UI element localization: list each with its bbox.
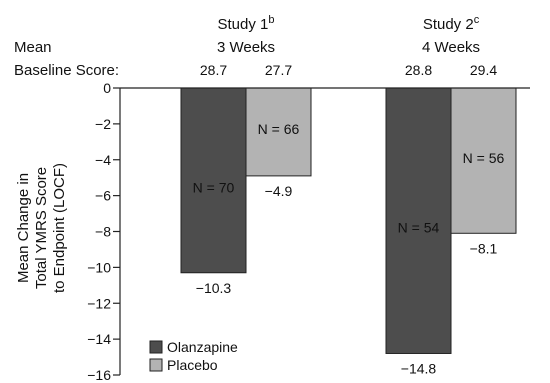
baseline-score-label: Mean Baseline Score: — [14, 39, 119, 79]
group-headers: Study 1b 3 Weeks Study 2c 4 Weeks — [217, 14, 480, 56]
group-title: Study 1b — [218, 14, 275, 33]
y-tick-label: −6 — [95, 188, 111, 204]
baseline-value: 28.7 — [200, 62, 227, 78]
y-axis-label: Mean Change in Total YMRS Score to Endpoin… — [15, 163, 68, 293]
bar-value-label: −4.9 — [265, 183, 293, 199]
baseline-values: 28.7 27.7 28.8 29.4 — [200, 62, 497, 78]
y-tick-label: −14 — [87, 331, 111, 347]
bar-n-label: N = 66 — [258, 121, 300, 137]
bar-n-label: N = 56 — [463, 150, 505, 166]
y-axis-label-line: Total YMRS Score — [33, 167, 50, 289]
y-axis-label-line: Mean Change in — [15, 173, 32, 283]
legend-swatch — [150, 341, 162, 353]
legend: Olanzapine Placebo — [150, 339, 238, 373]
baseline-value: 29.4 — [470, 62, 497, 78]
legend-label: Olanzapine — [167, 339, 238, 355]
group-duration: 4 Weeks — [422, 39, 480, 56]
legend-label: Placebo — [167, 357, 218, 373]
y-tick-label: −16 — [87, 367, 111, 383]
baseline-value: 27.7 — [265, 62, 292, 78]
y-axis-label-line: to Endpoint (LOCF) — [51, 163, 68, 293]
y-tick-label: −2 — [95, 116, 111, 132]
bar-n-label: N = 54 — [398, 220, 440, 236]
group-duration: 3 Weeks — [217, 39, 275, 56]
bar-value-label: −14.8 — [401, 360, 437, 376]
bar-n-label: N = 70 — [193, 179, 235, 195]
y-tick-label: 0 — [103, 80, 111, 96]
y-tick-label: −10 — [87, 259, 111, 275]
baseline-label-line: Baseline Score: — [14, 62, 119, 79]
baseline-value: 28.8 — [405, 62, 432, 78]
y-tick-label: −12 — [87, 295, 111, 311]
legend-swatch — [150, 359, 162, 371]
group-title: Study 2c — [423, 14, 480, 33]
y-tick-label: −4 — [95, 152, 111, 168]
bar-value-label: −8.1 — [470, 240, 498, 256]
baseline-label-line: Mean — [14, 39, 52, 56]
bars: N = 70 −10.3 N = 66 −4.9 N = 54 −14.8 N = 56 −8… — [181, 88, 516, 376]
y-tick-label: −8 — [95, 224, 111, 240]
bar-value-label: −10.3 — [196, 280, 232, 296]
